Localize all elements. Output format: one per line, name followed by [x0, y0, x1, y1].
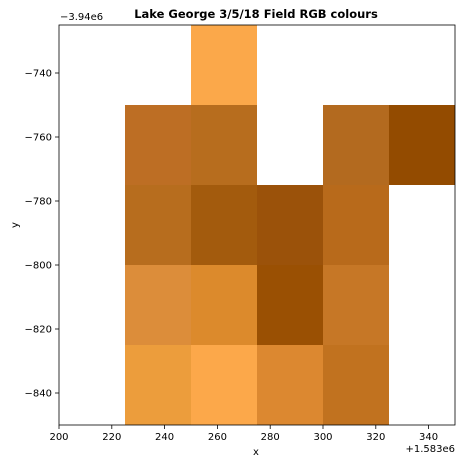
y-tick-label: −740: [25, 69, 52, 80]
y-axis-ticks: −740 −760 −780 −800 −820 −840: [25, 69, 59, 400]
x-tick-label: 340: [419, 432, 438, 443]
x-tick-label: 280: [261, 432, 280, 443]
y-tick-label: −780: [25, 197, 52, 208]
heatmap-cell-13: [125, 345, 191, 425]
x-tick-label: 320: [366, 432, 385, 443]
heatmap-cell-10: [191, 265, 257, 345]
heatmap-cell-1: [125, 105, 191, 185]
heatmap-cell-0: [191, 25, 257, 105]
y-tick-label: −760: [25, 133, 52, 144]
heatmap-cell-12: [323, 265, 389, 345]
x-tick-label: 300: [313, 432, 332, 443]
x-tick-label: 260: [208, 432, 227, 443]
y-tick-label: −800: [25, 261, 52, 272]
x-tick-label: 240: [155, 432, 174, 443]
heatmap-cell-14: [191, 345, 257, 425]
y-tick-label: −820: [25, 325, 52, 336]
x-axis-label: x: [253, 447, 259, 458]
y-tick-label: −840: [25, 389, 52, 400]
heatmap-cell-8: [323, 185, 389, 265]
heatmap-cell-9: [125, 265, 191, 345]
heatmap-cell-11: [257, 265, 323, 345]
chart-title: Lake George 3/5/18 Field RGB colours: [134, 7, 378, 21]
heatmap-cell-5: [125, 185, 191, 265]
x-axis-offset-label: +1.583e6: [405, 444, 455, 455]
x-tick-label: 200: [49, 432, 68, 443]
x-tick-label: 220: [102, 432, 121, 443]
heatmap-cells: [125, 25, 455, 425]
heatmap-cell-15: [257, 345, 323, 425]
heatmap-cell-6: [191, 185, 257, 265]
heatmap-cell-4: [389, 105, 455, 185]
y-axis-offset-label: −3.94e6: [60, 12, 103, 23]
y-axis-label: y: [10, 222, 21, 228]
heatmap-cell-3: [323, 105, 389, 185]
heatmap-cell-7: [257, 185, 323, 265]
heatmap-cell-2: [191, 105, 257, 185]
x-axis-ticks: 200 220 240 260 280 300 320 340: [49, 425, 438, 443]
heatmap-cell-16: [323, 345, 389, 425]
